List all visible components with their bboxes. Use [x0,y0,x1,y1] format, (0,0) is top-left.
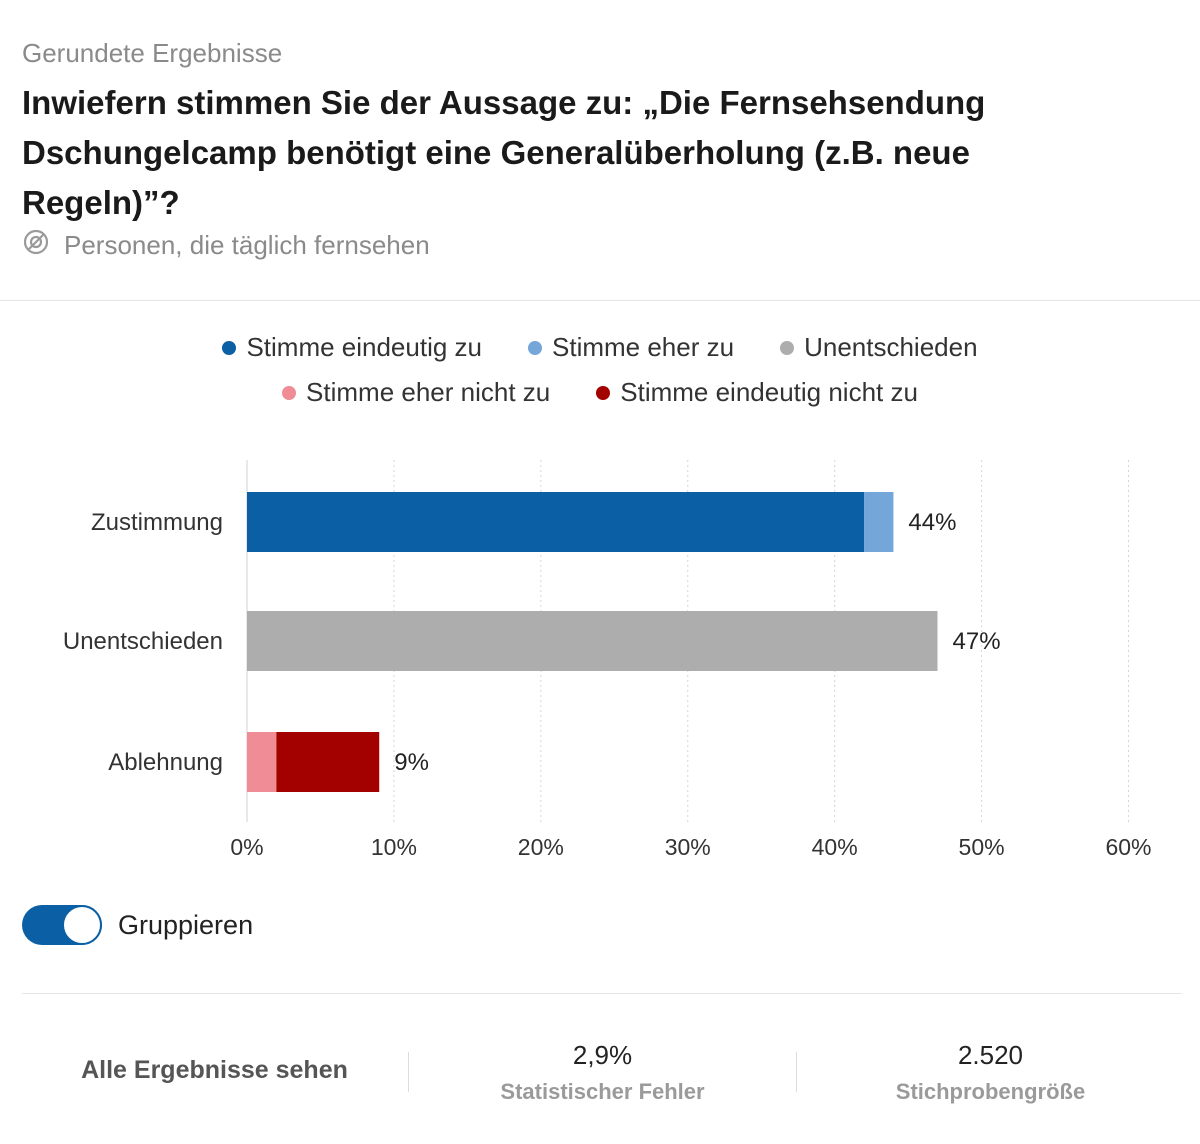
x-tick-label: 30% [665,834,711,860]
legend-label: Stimme eindeutig nicht zu [620,377,918,407]
legend-item[interactable]: Stimme eher nicht zu [282,377,550,408]
group-toggle-row: Gruppieren [22,905,253,945]
legend-dot [528,340,542,355]
legend-dot [222,340,237,355]
category-label: Unentschieden [63,628,223,655]
divider [22,993,1182,994]
statistical-error-label: Statistischer Fehler [500,1079,705,1104]
x-tick-label: 20% [518,834,564,860]
bar-segment [276,732,380,792]
legend: Stimme eindeutig zu Stimme eher zu Unent… [0,332,1200,363]
legend-dot [780,340,795,355]
x-tick-label: 10% [371,834,417,860]
filter-label: Personen, die täglich fernsehen [64,230,430,260]
category-label: Zustimmung [91,509,223,536]
legend-label: Stimme eher nicht zu [306,377,551,407]
category-label: Ablehnung [108,749,223,776]
data-label: 9% [394,749,429,776]
filter-icon [22,228,50,263]
sample-size-label: Stichprobengröße [895,1079,1086,1104]
bar-segment [247,492,865,552]
legend-dot [596,385,611,400]
legend-item[interactable]: Unentschieden [780,332,978,363]
legend: Stimme eher nicht zu Stimme eindeutig ni… [0,377,1200,408]
legend-label: Stimme eher zu [552,332,735,362]
bar-chart: 0% 10% 20% 30% 40% 50% 60% Zustimmung 44% Unentsc… [63,460,1152,860]
group-toggle[interactable] [22,905,102,945]
statistical-error-value: 2,9% [572,1040,633,1070]
data-label: 47% [953,628,1001,655]
legend-item[interactable]: Stimme eher zu [528,332,734,363]
filter-info: Personen, die täglich fernsehen [22,228,430,263]
data-label: 44% [908,509,956,536]
legend-label: Unentschieden [804,332,978,362]
legend-label: Stimme eindeutig zu [246,332,482,362]
separator [796,1052,797,1092]
group-toggle-label: Gruppieren [118,909,254,940]
legend-item[interactable]: Stimme eindeutig zu [222,332,482,363]
footer: Alle Ergebnisse sehen 2,9% Statistischer… [0,1030,1200,1110]
supertitle: Gerundete Ergebnisse [22,38,283,68]
x-tick-label: 60% [1105,834,1151,860]
legend-item[interactable]: Stimme eindeutig nicht zu [596,377,918,408]
sample-size: 2.520 Stichprobengröße [798,1040,1183,1105]
legend-dot [282,385,297,400]
toggle-knob [62,905,102,945]
bar-segment [247,732,277,792]
separator [408,1052,409,1092]
question-title: Inwiefern stimmen Sie der Aussage zu: „D… [22,84,986,221]
x-tick-label: 40% [812,834,858,860]
x-tick-label: 50% [959,834,1005,860]
bar-segment [247,611,938,671]
sample-size-value: 2.520 [957,1040,1024,1070]
x-tick-label: 0% [230,834,263,860]
bar-segment [864,492,894,552]
divider [0,300,1200,301]
statistical-error: 2,9% Statistischer Fehler [410,1040,795,1105]
see-all-results-link[interactable]: Alle Ergebnisse sehen [81,1056,348,1084]
